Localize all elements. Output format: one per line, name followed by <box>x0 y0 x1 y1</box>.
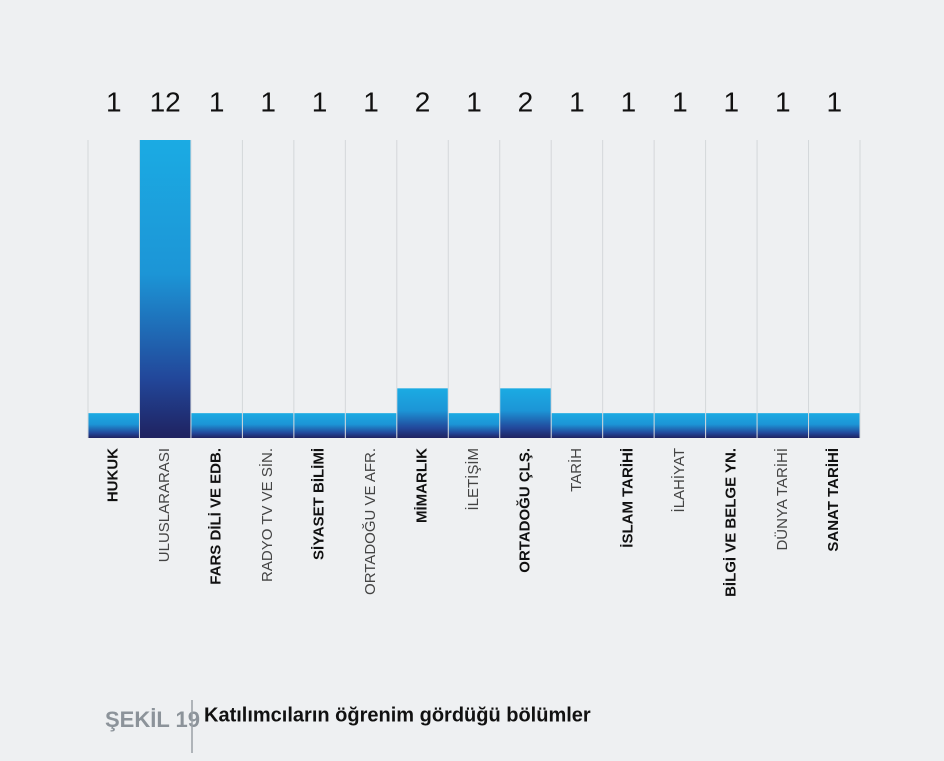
value-label: 2 <box>518 86 534 117</box>
value-label: 1 <box>826 86 842 117</box>
bar <box>551 413 603 438</box>
value-label: 1 <box>106 86 122 117</box>
x-tick-label: ULUSLARARASI <box>156 448 173 562</box>
bar <box>88 413 139 438</box>
bar <box>757 413 809 438</box>
x-tick-label: SİYASET BİLİMİ <box>311 448 328 560</box>
value-label: 1 <box>363 86 379 117</box>
value-label: 1 <box>260 86 276 117</box>
bar <box>242 413 294 438</box>
value-label: 1 <box>724 86 740 117</box>
x-tick-label: ORTADOĞU ÇLŞ. <box>515 448 533 573</box>
x-tick-label: MİMARLIK <box>414 448 431 523</box>
bar <box>397 388 448 438</box>
chart-title: Katılımcıların öğrenim gördüğü bölümler <box>204 704 591 726</box>
bar <box>654 413 706 438</box>
x-tick-label: SANAT TARİHİ <box>825 448 842 552</box>
x-tick-label: RADYO TV VE SİN. <box>258 448 276 582</box>
value-label: 1 <box>466 86 482 117</box>
x-tick-label: DÜNYA TARİHİ <box>773 448 791 551</box>
value-label: 1 <box>209 86 225 117</box>
x-tick-label: İLAHİYAT <box>670 448 688 512</box>
x-tick-label: HUKUK <box>105 448 122 502</box>
x-tick-label: FARS DİLİ VE EDB. <box>208 448 225 585</box>
value-label: 1 <box>569 86 585 117</box>
value-label: 1 <box>312 86 328 117</box>
x-tick-label: İLETİŞİM <box>464 448 482 511</box>
x-tick-label: İSLAM TARİHİ <box>619 448 636 548</box>
bar <box>191 413 242 438</box>
bar <box>500 388 551 438</box>
value-label: 1 <box>621 86 637 117</box>
bar <box>706 413 757 438</box>
value-label: 1 <box>775 86 791 117</box>
figure-label: ŞEKİL 19 <box>105 707 200 732</box>
bar <box>448 413 500 438</box>
bar <box>345 413 397 438</box>
value-label: 2 <box>415 86 431 117</box>
x-tick-label: BİLGİ VE BELGE YN. <box>722 448 739 597</box>
x-tick-label: TARİH <box>567 448 585 492</box>
value-label: 12 <box>150 86 181 117</box>
value-label: 1 <box>672 86 688 117</box>
x-tick-label: ORTADOĞU VE AFR. <box>362 448 379 595</box>
bar <box>294 413 345 438</box>
bar <box>139 140 191 438</box>
bar <box>809 413 860 438</box>
bar <box>603 413 654 438</box>
